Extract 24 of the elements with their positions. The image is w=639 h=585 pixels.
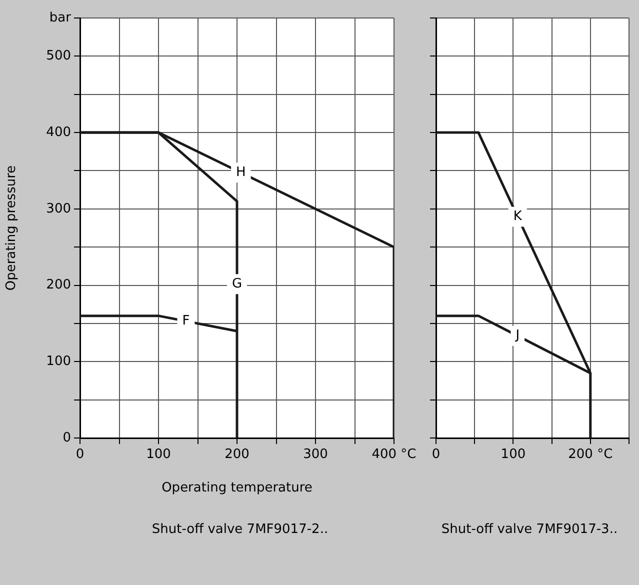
- text: Shut-off valve 7MF9017-3..: [440, 522, 619, 537]
- y-tick-label: 200: [46, 278, 71, 293]
- x-tick-label: 300: [303, 447, 328, 462]
- series-label: H: [236, 165, 246, 180]
- y-axis-title: Operating pressure: [4, 165, 20, 291]
- x-tick-label: 100: [146, 447, 171, 462]
- x-tick-label: 200 °C: [568, 447, 613, 462]
- x-tick-label: 0: [432, 447, 440, 462]
- x-tick-label: 200: [224, 447, 250, 462]
- y-tick-label: 400: [46, 124, 71, 140]
- series-label: J: [514, 328, 520, 344]
- text: Shut-off valve 7MF9017-2..: [150, 522, 330, 537]
- y-tick-label: bar: [49, 10, 72, 26]
- x-tick-label: 0: [76, 447, 84, 462]
- y-tick-label: 100: [46, 354, 71, 370]
- x-tick-label: 400 °C: [372, 447, 416, 462]
- series-label: F: [182, 314, 190, 329]
- y-tick-label: 500: [46, 48, 71, 64]
- x-tick-label: 100: [500, 447, 526, 462]
- y-tick-label: 300: [46, 201, 71, 216]
- series-label: K: [513, 209, 522, 224]
- y-tick-label: 0: [62, 430, 71, 446]
- series-label: G: [232, 276, 242, 292]
- x-axis-title: Operating temperature: [162, 480, 312, 496]
